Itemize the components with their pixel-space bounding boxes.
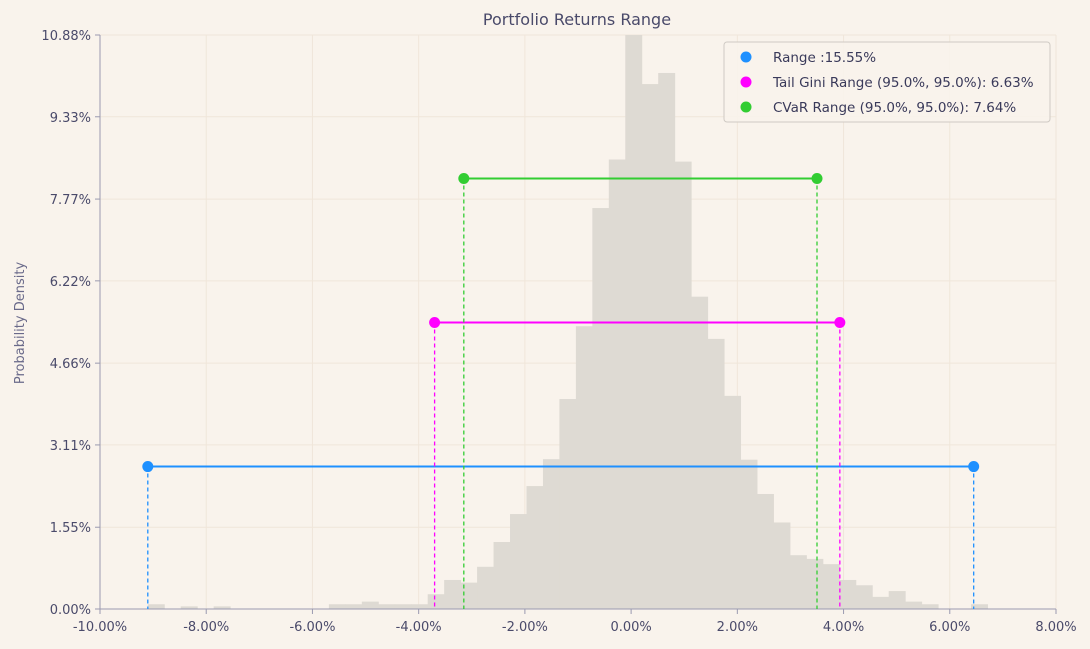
histogram-bar bbox=[839, 579, 857, 609]
range-endpoint-marker bbox=[834, 317, 846, 329]
histogram-bar bbox=[674, 161, 692, 609]
range-endpoint-marker bbox=[458, 173, 470, 184]
x-tick-label: -8.00% bbox=[183, 620, 229, 635]
chart-title: Portfolio Returns Range bbox=[483, 10, 671, 29]
histogram-bar bbox=[180, 606, 198, 609]
y-tick-label: 7.77% bbox=[50, 193, 91, 208]
histogram-bar bbox=[444, 579, 462, 609]
range-endpoint-marker bbox=[429, 317, 441, 329]
histogram-bar bbox=[213, 606, 231, 609]
y-tick-label: 6.22% bbox=[50, 275, 91, 290]
x-tick-label: -6.00% bbox=[289, 620, 335, 635]
histogram-bar bbox=[773, 522, 791, 609]
histogram-bar bbox=[641, 84, 659, 610]
histogram-bar bbox=[592, 208, 610, 609]
histogram-bar bbox=[888, 591, 906, 609]
legend-label: CVaR Range (95.0%, 95.0%): 7.64% bbox=[773, 100, 1016, 116]
y-tick-label: 10.88% bbox=[41, 29, 91, 44]
legend: Range :15.55% Tail Gini Range (95.0%, 95.… bbox=[723, 41, 1051, 123]
histogram-bar bbox=[608, 159, 626, 609]
histogram-bar bbox=[477, 566, 495, 609]
range-endpoint-marker bbox=[142, 461, 154, 473]
histogram-bar bbox=[724, 395, 742, 609]
histogram-bar bbox=[411, 604, 429, 609]
histogram-bar bbox=[971, 604, 988, 609]
legend-marker bbox=[740, 51, 752, 63]
y-tick-label: 4.66% bbox=[50, 357, 91, 372]
x-tick-label: -10.00% bbox=[73, 620, 127, 635]
range-endpoint-marker bbox=[811, 173, 823, 184]
x-tick-label: 8.00% bbox=[1035, 620, 1076, 635]
range-endpoint-marker bbox=[968, 461, 980, 473]
histogram-bar bbox=[526, 486, 544, 609]
histogram-bar bbox=[559, 399, 577, 609]
histogram-bar bbox=[707, 338, 725, 609]
y-tick-label: 0.00% bbox=[50, 603, 91, 618]
histogram-bar bbox=[378, 604, 396, 609]
histogram-bar bbox=[789, 555, 807, 609]
histogram-bar bbox=[493, 541, 511, 609]
range-series-1 bbox=[142, 461, 980, 609]
histogram-bar bbox=[921, 604, 939, 609]
legend-marker bbox=[740, 76, 752, 88]
histogram-bar bbox=[328, 604, 346, 609]
histogram-bar bbox=[147, 604, 165, 609]
histogram-bar bbox=[658, 72, 676, 609]
histogram-bar bbox=[510, 514, 527, 609]
y-tick-label: 1.55% bbox=[50, 521, 91, 536]
histogram-bar bbox=[756, 493, 774, 609]
x-tick-label: -4.00% bbox=[396, 620, 442, 635]
legend-label: Tail Gini Range (95.0%, 95.0%): 6.63% bbox=[772, 75, 1034, 91]
y-tick-label: 3.11% bbox=[50, 439, 91, 454]
histogram-bar bbox=[855, 585, 873, 609]
x-tick-label: -2.00% bbox=[502, 620, 548, 635]
histogram-bar bbox=[345, 604, 363, 609]
legend-marker bbox=[740, 101, 752, 113]
x-tick-label: 0.00% bbox=[610, 620, 651, 635]
histogram-bar bbox=[691, 296, 709, 609]
histogram-bar bbox=[394, 604, 412, 609]
range-series-2 bbox=[429, 317, 846, 609]
histogram-bar bbox=[542, 459, 560, 609]
y-tick-label: 9.33% bbox=[50, 111, 91, 126]
x-tick-label: 4.00% bbox=[823, 620, 864, 635]
histogram-bar bbox=[872, 596, 890, 609]
x-tick-label: 2.00% bbox=[717, 620, 758, 635]
histogram-bar bbox=[822, 564, 840, 609]
range-series-3 bbox=[458, 173, 823, 609]
histogram-bar bbox=[575, 326, 593, 609]
histogram-bar bbox=[740, 459, 758, 609]
legend-box bbox=[723, 41, 1051, 123]
histogram-bar bbox=[427, 594, 445, 609]
legend-label: Range :15.55% bbox=[773, 50, 876, 66]
histogram-bar bbox=[905, 601, 923, 609]
histogram-bar bbox=[806, 558, 824, 609]
x-tick-label: 6.00% bbox=[929, 620, 970, 635]
y-axis-label: Probability Density bbox=[13, 262, 28, 385]
histogram-bar bbox=[361, 601, 379, 609]
histogram-bar bbox=[460, 582, 478, 609]
range-lines bbox=[142, 173, 980, 609]
axes: -10.00% -8.00% -6.00% -4.00% -2.00% 0.00% 2.00… bbox=[41, 29, 1076, 635]
